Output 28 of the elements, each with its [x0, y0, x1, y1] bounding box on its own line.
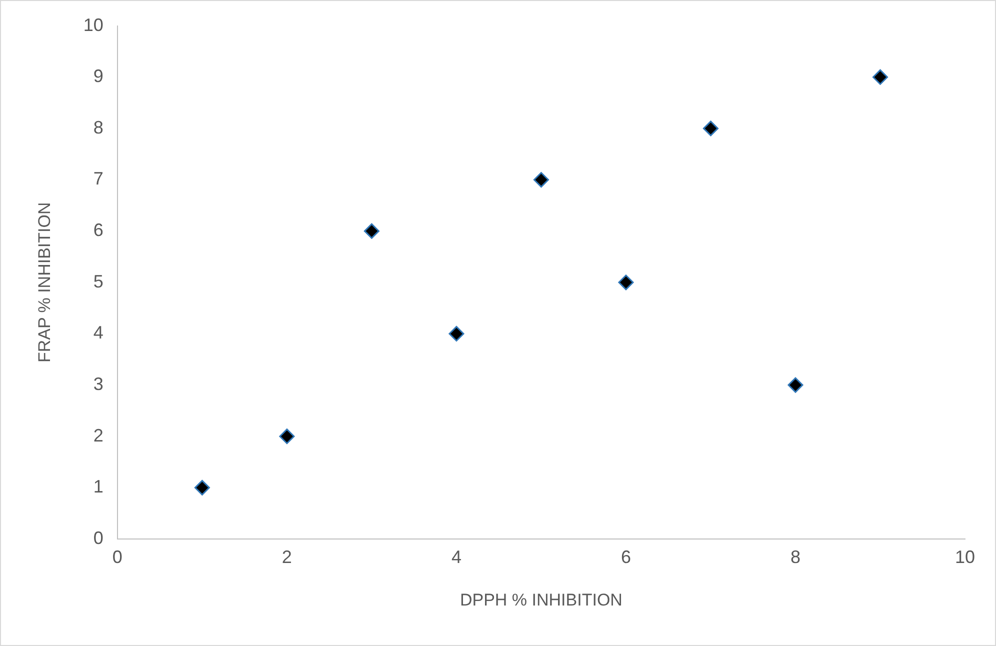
point — [533, 172, 549, 188]
y-tick-label: 8 — [93, 117, 104, 138]
x-tick-label: 2 — [282, 546, 292, 567]
x-tick-label: 4 — [451, 546, 462, 567]
y-tick-label: 5 — [93, 271, 104, 292]
x-tick-label: 8 — [790, 546, 800, 567]
y-axis-title: FRAP % INHIBITION — [34, 202, 54, 363]
point — [364, 223, 380, 239]
point — [702, 120, 718, 136]
y-tick-label: 6 — [93, 220, 104, 240]
point — [448, 326, 464, 342]
x-tick-label: 10 — [954, 546, 976, 567]
y-tick-label: 9 — [93, 66, 104, 86]
x-axis-title: DPPH % INHIBITION — [460, 590, 622, 610]
y-tick-label: 3 — [93, 374, 104, 394]
y-tick-label: 10 — [83, 14, 104, 35]
x-tick-label: 6 — [620, 546, 631, 567]
y-tick-label: 1 — [93, 476, 104, 497]
point — [618, 274, 634, 290]
y-tick-label: 0 — [93, 528, 104, 548]
point — [872, 69, 888, 85]
x-tick-label: 0 — [112, 546, 122, 567]
y-tick-label: 4 — [93, 322, 104, 343]
point — [194, 480, 210, 496]
point — [279, 428, 295, 444]
point — [788, 377, 804, 393]
y-tick-label: 7 — [93, 168, 104, 189]
y-tick-label: 2 — [93, 425, 104, 446]
